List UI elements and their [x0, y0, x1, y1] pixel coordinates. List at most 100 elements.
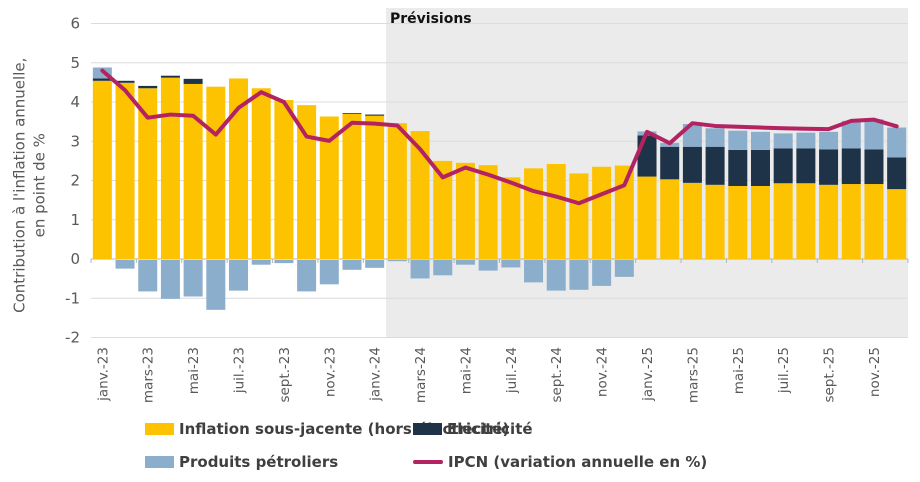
- core-inflation-swatch-icon: [145, 423, 174, 435]
- bar-core-inflation: [92, 80, 112, 260]
- legend-label-petroleum: Produits pétroliers: [179, 453, 339, 471]
- bar-core-inflation: [546, 164, 566, 259]
- bar-petroleum: [297, 260, 317, 292]
- bar-core-inflation: [342, 113, 362, 260]
- bar-petroleum: [138, 260, 158, 292]
- bar-core-inflation: [682, 182, 702, 259]
- x-tick-label: mars-25: [685, 347, 701, 403]
- bar-petroleum: [614, 260, 634, 277]
- bar-core-inflation: [251, 88, 271, 259]
- bar-core-inflation: [115, 82, 135, 259]
- bar-petroleum: [478, 260, 498, 271]
- y-axis-title-line1: Contribution à l'inflation annuelle,: [10, 57, 29, 313]
- bar-electricity: [728, 149, 748, 186]
- x-tick-label: janv.-23: [95, 347, 111, 402]
- bar-petroleum: [206, 260, 226, 310]
- x-tick-label: sept.-24: [549, 347, 565, 403]
- bar-core-inflation: [524, 168, 544, 259]
- y-tick-label: 0: [70, 250, 80, 268]
- bar-core-inflation: [478, 165, 498, 259]
- bar-core-inflation: [274, 100, 294, 259]
- x-tick-label: mai-24: [458, 347, 474, 394]
- y-tick-label: 2: [70, 172, 80, 190]
- bar-petroleum: [342, 260, 362, 270]
- bar-petroleum: [274, 260, 294, 264]
- bar-petroleum: [501, 260, 521, 268]
- bar-electricity: [841, 148, 861, 185]
- bar-core-inflation: [229, 78, 249, 259]
- forecast-region-label: Prévisions: [390, 11, 472, 27]
- x-tick-label: nov.-24: [595, 347, 611, 397]
- legend-item-petroleum: Produits pétroliers: [145, 453, 413, 471]
- electricity-swatch-icon: [413, 423, 442, 435]
- y-tick-label: -1: [65, 289, 80, 307]
- bar-core-inflation: [750, 185, 770, 259]
- x-tick-label: juil.-25: [776, 347, 792, 394]
- x-tick-label: nov.-25: [867, 347, 883, 397]
- bar-petroleum: [728, 130, 748, 150]
- bar-petroleum: [387, 260, 407, 262]
- bar-petroleum: [160, 260, 180, 299]
- chart-legend: Inflation sous-jacente (hors électricité…: [145, 420, 865, 471]
- bar-electricity: [115, 80, 135, 83]
- x-tick-label: juil.-24: [504, 347, 520, 394]
- ipcn-line: [100, 68, 899, 206]
- bar-core-inflation: [297, 105, 317, 259]
- x-tick-label: sept.-23: [277, 347, 293, 403]
- bar-core-inflation: [206, 86, 226, 259]
- bar-petroleum: [319, 260, 339, 285]
- bar-petroleum: [841, 120, 861, 149]
- bar-core-inflation: [160, 77, 180, 259]
- y-tick-label: -2: [65, 329, 80, 347]
- bar-core-inflation: [637, 176, 657, 259]
- bar-petroleum: [887, 127, 907, 158]
- bar-core-inflation: [728, 185, 748, 259]
- y-axis-title: Contribution à l'inflation annuelle, en …: [8, 30, 52, 340]
- bar-petroleum: [229, 260, 249, 291]
- bar-core-inflation: [819, 184, 839, 259]
- legend-label-ipcn: IPCN (variation annuelle en %): [448, 453, 708, 471]
- y-tick-label: 5: [70, 54, 80, 72]
- bar-petroleum: [546, 260, 566, 291]
- legend-item-electricity: Electricité: [413, 420, 865, 438]
- bar-petroleum: [410, 260, 430, 279]
- bar-core-inflation: [705, 184, 725, 259]
- bar-core-inflation: [183, 83, 203, 259]
- bar-electricity: [864, 149, 884, 185]
- bar-petroleum: [796, 132, 816, 149]
- bar-petroleum: [433, 260, 453, 276]
- bar-electricity: [796, 148, 816, 184]
- x-tick-label: nov.-23: [322, 347, 338, 397]
- bar-electricity: [773, 148, 793, 184]
- bar-core-inflation: [365, 115, 385, 259]
- bar-core-inflation: [887, 189, 907, 259]
- bar-petroleum: [569, 260, 589, 290]
- bar-electricity: [138, 85, 158, 89]
- petroleum-swatch-icon: [145, 456, 174, 468]
- bar-electricity: [92, 78, 112, 81]
- bar-electricity: [637, 135, 657, 177]
- bar-core-inflation: [138, 88, 158, 259]
- x-tick-label: mars-23: [141, 347, 157, 403]
- y-axis-title-line2: en point de %: [31, 132, 49, 238]
- x-tick-label: janv.-24: [368, 347, 384, 402]
- bar-petroleum: [183, 260, 203, 297]
- x-tick-label: mars-24: [413, 347, 429, 403]
- bar-petroleum: [819, 131, 839, 150]
- bar-electricity: [183, 78, 203, 84]
- bar-core-inflation: [592, 166, 612, 259]
- bar-electricity: [887, 157, 907, 190]
- y-tick-label: 1: [70, 211, 80, 229]
- bar-electricity: [365, 114, 385, 116]
- ipcn-line-swatch-icon: [413, 460, 443, 464]
- legend-item-ipcn: IPCN (variation annuelle en %): [413, 453, 865, 471]
- bar-electricity: [342, 112, 362, 114]
- y-tick-label: 4: [70, 93, 80, 111]
- bar-core-inflation: [864, 184, 884, 259]
- x-tick-label: mai-23: [186, 347, 202, 394]
- bar-core-inflation: [796, 183, 816, 259]
- x-tick-label: mai-25: [731, 347, 747, 394]
- bar-core-inflation: [319, 116, 339, 260]
- bar-core-inflation: [387, 123, 407, 259]
